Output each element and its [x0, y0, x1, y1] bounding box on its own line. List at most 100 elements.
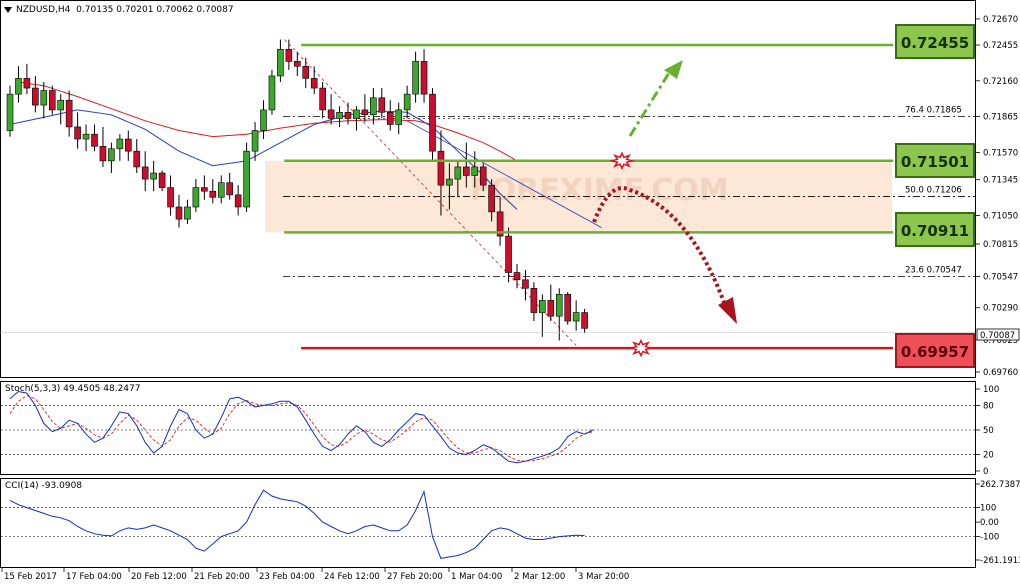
- cci-panel-frame: [0, 478, 976, 568]
- main-panel-frame: [0, 0, 976, 378]
- candle-body: [353, 109, 360, 119]
- bull-candle: [15, 66, 22, 103]
- candle-body: [125, 138, 132, 152]
- stoch-tick-label: 20: [983, 451, 994, 461]
- bull-candle: [336, 106, 343, 127]
- bear-candle: [293, 51, 301, 76]
- bear-candle: [91, 124, 98, 152]
- time-tick-label: 17 Feb 04:00: [66, 572, 122, 582]
- bear-candle: [530, 282, 538, 322]
- candle-body: [420, 61, 428, 95]
- stoch-tick-label: 0: [983, 467, 988, 477]
- candle-body: [116, 138, 124, 150]
- candle-body: [82, 133, 90, 140]
- bull-candle: [192, 179, 200, 212]
- candle-body: [522, 279, 529, 289]
- candle-body: [158, 172, 166, 188]
- bull-candle: [243, 142, 250, 212]
- symbol-name: NZDUSD,H4: [16, 5, 71, 15]
- candle-body: [488, 184, 495, 213]
- bear-candle: [547, 284, 555, 322]
- bear-candle: [167, 175, 174, 216]
- time-tick-label: 20 Feb 12:00: [131, 572, 187, 582]
- fib-trend-line: [284, 39, 577, 346]
- bull-candle: [57, 94, 65, 125]
- support-touch-burst: [628, 338, 654, 358]
- bull-candle: [446, 163, 453, 210]
- candle-body: [564, 294, 572, 322]
- candle-body: [361, 109, 369, 116]
- bullish-arrow-shaft: [628, 67, 674, 137]
- dropdown-triangle-icon[interactable]: [4, 6, 12, 13]
- watermark: FOREXIMF.COM: [470, 173, 729, 208]
- price-tick-label: 0.72670: [983, 15, 1018, 25]
- moving-averages: [9, 81, 518, 210]
- price-tick-label: 0.71050: [983, 211, 1018, 221]
- candle-body: [32, 87, 39, 106]
- candle-body: [344, 112, 352, 119]
- current-price-label: 0.70087: [980, 331, 1015, 341]
- candle-body: [479, 166, 487, 186]
- time-tick-label: 21 Feb 20:00: [194, 572, 250, 582]
- level-lines[interactable]: [284, 43, 893, 350]
- bull-candle: [370, 88, 377, 125]
- bear-candle: [344, 102, 352, 125]
- candle-body: [319, 87, 326, 111]
- candle-body: [539, 300, 546, 313]
- ohlc-values: 0.70135 0.70201 0.70062 0.70087: [76, 5, 234, 15]
- candle-body: [446, 178, 453, 186]
- bear-candle: [285, 39, 293, 70]
- trend-lines: [284, 39, 602, 346]
- price-axis: 0.72670 0.72455 0.72160 0.71865 0.71570 0.713…: [976, 15, 1018, 378]
- cci-tick-label: 0.00: [980, 518, 999, 528]
- bull-candle: [353, 106, 360, 131]
- bull-candle: [572, 300, 580, 331]
- bear-candle: [209, 179, 217, 204]
- bear-candle: [496, 197, 504, 246]
- cci-line: [9, 489, 585, 559]
- candle-body: [226, 182, 233, 196]
- candle-body: [209, 190, 217, 198]
- bear-candle: [361, 94, 369, 123]
- bull-candle: [184, 199, 191, 224]
- candle-body: [370, 97, 377, 116]
- candle-body: [40, 90, 48, 106]
- bull-candle: [471, 151, 479, 188]
- support-2-box[interactable]: 0.69957: [895, 333, 975, 368]
- stoch-tick-label: 80: [983, 401, 994, 411]
- bear-candle: [175, 194, 183, 228]
- bear-candle: [32, 75, 39, 113]
- candle-body: [285, 48, 293, 62]
- resistance-2-box[interactable]: 0.72455: [895, 24, 975, 59]
- support-1-box[interactable]: 0.70911: [895, 212, 975, 247]
- bull-candle: [150, 160, 157, 192]
- bull-candle: [217, 175, 225, 204]
- candle-body: [403, 93, 411, 111]
- bear-candle: [429, 88, 436, 161]
- bull-candle: [277, 39, 284, 83]
- bearish-arrow-head: [718, 297, 737, 324]
- candle-body: [336, 112, 343, 119]
- candle-body: [395, 109, 403, 125]
- candles[interactable]: [6, 39, 588, 341]
- bear-candle: [581, 308, 588, 334]
- candle-body: [167, 187, 174, 208]
- candle-body: [251, 130, 259, 152]
- bull-candle: [251, 122, 259, 161]
- candle-body: [65, 99, 73, 128]
- price-tick-label: 0.70025: [983, 336, 1018, 346]
- stoch-main-line: [9, 390, 594, 464]
- resistance-1-box[interactable]: 0.71501: [895, 143, 975, 178]
- cci-path: [9, 489, 585, 559]
- candle-body: [141, 166, 149, 180]
- candle-body: [277, 48, 284, 77]
- candle-body: [150, 172, 157, 180]
- bear-candle: [378, 88, 386, 119]
- candle-body: [555, 294, 563, 317]
- bearish-arrow-shaft: [592, 186, 727, 306]
- stoch-tick-label: 50: [983, 426, 994, 436]
- bull-candle: [268, 69, 276, 115]
- candle-body: [108, 148, 115, 162]
- time-tick-label: 2 Mar 12:00: [514, 572, 565, 582]
